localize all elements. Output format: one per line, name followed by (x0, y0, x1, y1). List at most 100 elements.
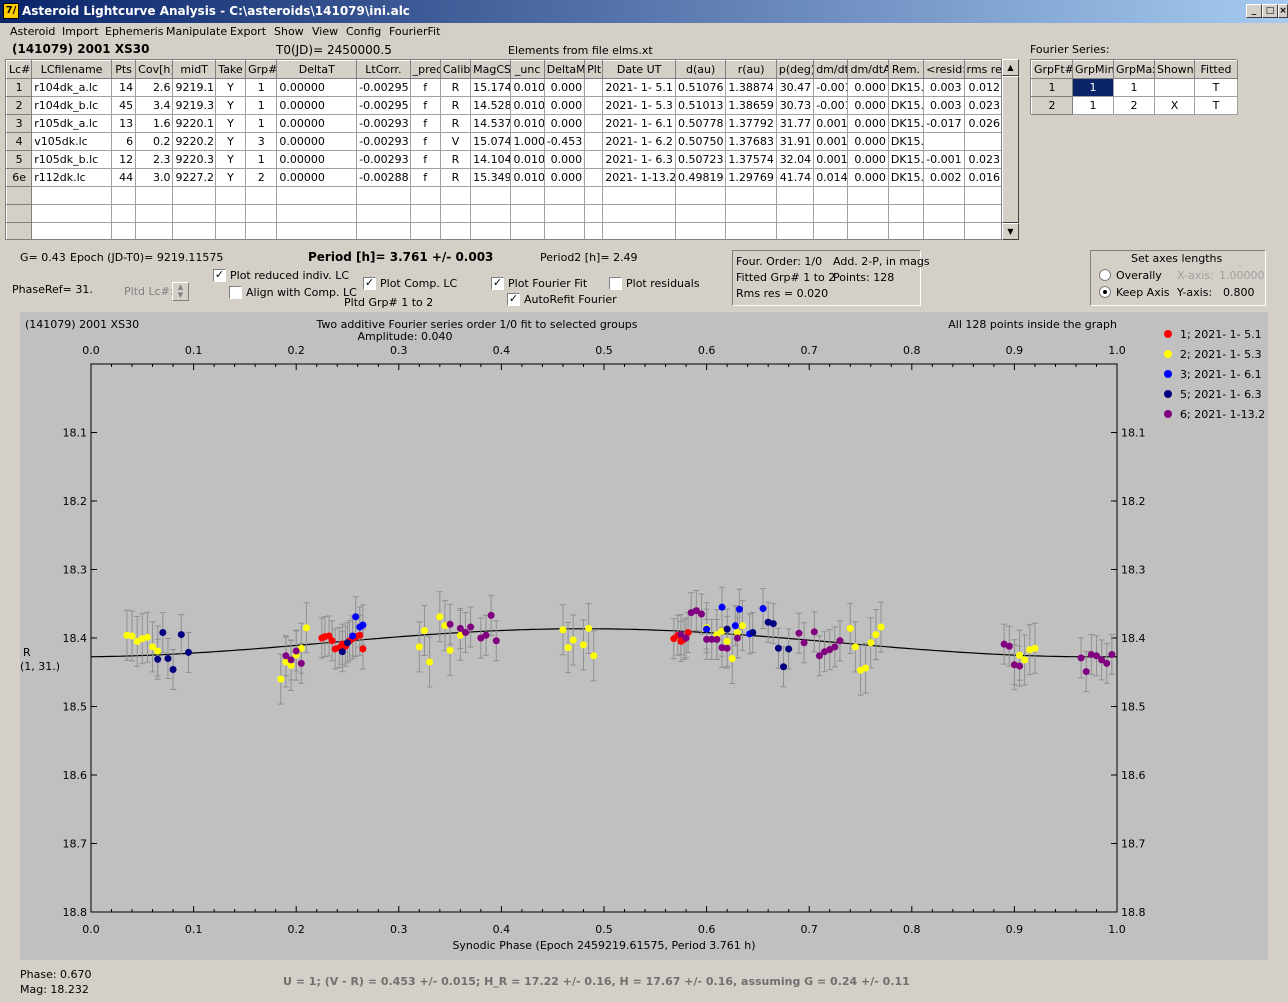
menu-ephemeris[interactable]: Ephemeris (105, 25, 164, 38)
table-cell[interactable]: R (439, 168, 472, 187)
table-cell[interactable]: 0.00000 (276, 96, 358, 115)
table-cell[interactable]: 1.6 (135, 114, 174, 133)
table-cell[interactable]: 1.37574 (725, 150, 777, 169)
table-cell[interactable] (172, 186, 216, 205)
table-cell[interactable] (276, 222, 358, 239)
table-cell[interactable]: R (439, 78, 472, 97)
column-header[interactable]: _pred. (409, 60, 441, 79)
table-cell[interactable]: v105dk.lc (31, 132, 112, 151)
table-cell[interactable]: 2021- 1- 6.2 (602, 132, 676, 151)
table-cell[interactable]: 0.016 (963, 168, 1001, 187)
table-cell[interactable] (674, 222, 727, 239)
row-header[interactable]: 5 (6, 150, 33, 169)
table-cell[interactable]: 3.0 (135, 168, 174, 187)
table-cell[interactable]: -0.00295 (356, 78, 411, 97)
table-cell[interactable]: -0.017 (923, 114, 965, 133)
table-cell[interactable]: 0.00000 (276, 150, 358, 169)
table-cell[interactable]: 2 (245, 168, 278, 187)
table-cell[interactable]: f (409, 132, 441, 151)
table-cell[interactable] (172, 204, 216, 223)
table-cell[interactable]: 14.104 (470, 150, 512, 169)
table-cell[interactable]: 9219.1 (172, 78, 216, 97)
fourier-column-header[interactable]: GrpMin (1072, 60, 1114, 79)
table-cell[interactable] (356, 186, 411, 205)
table-cell[interactable]: 0.000 (847, 114, 889, 133)
menu-import[interactable]: Import (62, 25, 99, 38)
table-cell[interactable]: 0.000 (847, 150, 889, 169)
plot-comp-checkbox[interactable]: ✓ (363, 276, 376, 290)
row-header[interactable] (6, 204, 33, 223)
table-cell[interactable]: 30.73 (775, 96, 815, 115)
column-header[interactable]: midT (172, 60, 216, 79)
fourier-cell[interactable]: 1 (1072, 96, 1114, 115)
table-cell[interactable] (470, 222, 512, 239)
table-cell[interactable] (963, 186, 1001, 205)
column-header[interactable]: rms res (963, 60, 1001, 79)
table-cell[interactable] (725, 222, 777, 239)
table-cell[interactable] (172, 222, 216, 239)
table-cell[interactable]: 0.49819 (674, 168, 727, 187)
fourier-cell[interactable]: 2 (1113, 96, 1155, 115)
table-cell[interactable]: 1.38874 (725, 78, 777, 97)
table-cell[interactable] (439, 204, 472, 223)
table-cell[interactable]: 3.4 (135, 96, 174, 115)
table-cell[interactable]: 0.026 (963, 114, 1001, 133)
fourier-cell[interactable]: 1 (1113, 78, 1155, 97)
y-axis-value[interactable]: 0.800 (1223, 286, 1255, 299)
close-button[interactable]: × (1278, 4, 1288, 18)
table-cell[interactable] (409, 186, 441, 205)
x-axis-value[interactable]: 1.00000 (1219, 269, 1265, 282)
table-cell[interactable] (923, 222, 965, 239)
table-row[interactable]: 3 r105dk_a.lc 13 1.6 9220.1 Y 1 0.00000 -0.00293… (6, 114, 1001, 133)
table-cell[interactable] (409, 222, 441, 239)
table-cell[interactable]: 0.000 (543, 150, 586, 169)
menu-show[interactable]: Show (274, 25, 304, 38)
menu-manipulate[interactable]: Manipulate (166, 25, 228, 38)
table-cell[interactable]: Y (214, 96, 247, 115)
column-header[interactable]: Plt (584, 60, 604, 79)
table-cell[interactable] (584, 114, 604, 133)
column-header[interactable]: Calib. (439, 60, 472, 79)
column-header[interactable]: Rem. (887, 60, 925, 79)
table-cell[interactable]: 0.014 (813, 168, 849, 187)
table-cell[interactable]: 2.3 (135, 150, 174, 169)
keep-axis-radio[interactable] (1099, 286, 1111, 298)
table-cell[interactable]: 15.074 (470, 132, 512, 151)
table-cell[interactable]: 15.349 (470, 168, 512, 187)
table-cell[interactable]: V (439, 132, 472, 151)
phaseref-value[interactable]: PhaseRef= 31. (12, 283, 93, 296)
table-cell[interactable]: f (409, 114, 441, 133)
table-cell[interactable]: Y (214, 168, 247, 187)
table-cell[interactable]: 2021- 1-13.2 (602, 168, 676, 187)
column-header[interactable]: LCfilename (31, 60, 112, 79)
table-cell[interactable] (963, 132, 1001, 151)
table-cell[interactable]: 2021- 1- 6.1 (602, 114, 676, 133)
fourier-cell[interactable] (1154, 78, 1195, 97)
table-cell[interactable] (31, 204, 112, 223)
table-cell[interactable] (923, 186, 965, 205)
table-row[interactable]: 6e r112dk.lc 44 3.0 9227.2 Y 2 0.00000 -0.00288 f… (6, 168, 1001, 187)
table-cell[interactable]: -0.00293 (356, 132, 411, 151)
table-cell[interactable] (245, 222, 278, 239)
table-cell[interactable]: 0.002 (923, 168, 965, 187)
table-cell[interactable] (847, 222, 889, 239)
period-value[interactable]: Period [h]= 3.761 +/- 0.003 (308, 250, 494, 264)
table-cell[interactable] (245, 186, 278, 205)
table-cell[interactable] (813, 222, 849, 239)
table-row[interactable]: 5 r105dk_b.lc 12 2.3 9220.3 Y 1 0.00000 -0.00293… (6, 150, 1001, 169)
table-cell[interactable]: DK15.. (887, 132, 925, 151)
column-header[interactable]: DeltaT (276, 60, 358, 79)
table-cell[interactable]: 14.528 (470, 96, 512, 115)
lightcurve-graph[interactable]: (141079) 2001 XS30 Two additive Fourier … (20, 312, 1268, 960)
table-cell[interactable]: 1 (245, 96, 278, 115)
scroll-up-icon[interactable]: ▲ (1002, 59, 1019, 76)
table-cell[interactable]: 41.74 (775, 168, 815, 187)
table-cell[interactable] (510, 204, 545, 223)
table-cell[interactable]: 9220.1 (172, 114, 216, 133)
table-cell[interactable]: 0.000 (847, 168, 889, 187)
table-cell[interactable] (543, 186, 586, 205)
column-header[interactable]: Grp# (245, 60, 278, 79)
table-cell[interactable] (439, 186, 472, 205)
table-cell[interactable] (775, 204, 815, 223)
